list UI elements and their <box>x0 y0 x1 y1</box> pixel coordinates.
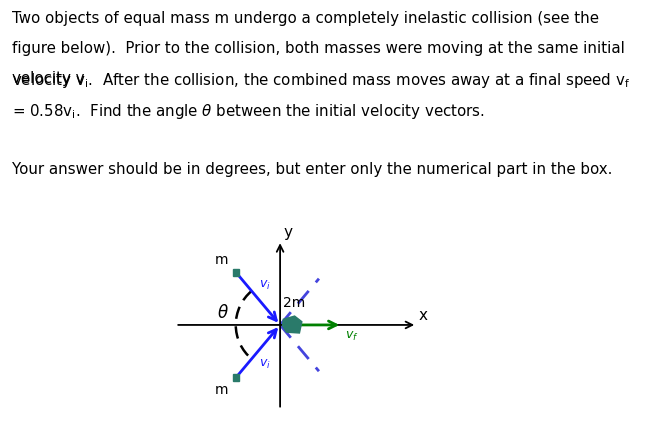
Text: $v_f$: $v_f$ <box>344 330 358 343</box>
Text: velocity v$_\mathrm{i}$.  After the collision, the combined mass moves away at a: velocity v$_\mathrm{i}$. After the colli… <box>12 71 630 90</box>
Text: $v_i$: $v_i$ <box>259 358 271 371</box>
Text: $v_i$: $v_i$ <box>259 279 271 292</box>
Text: m: m <box>215 253 228 267</box>
Text: y: y <box>283 225 292 240</box>
Text: velocity v: velocity v <box>12 71 84 87</box>
Text: Two objects of equal mass m undergo a completely inelastic collision (see the: Two objects of equal mass m undergo a co… <box>12 11 599 26</box>
Text: figure below).  Prior to the collision, both masses were moving at the same init: figure below). Prior to the collision, b… <box>12 41 624 56</box>
Polygon shape <box>283 316 302 333</box>
Polygon shape <box>233 269 240 276</box>
Text: x: x <box>419 308 428 322</box>
Text: = 0.58v$_\mathrm{i}$.  Find the angle $\theta$ between the initial velocity vect: = 0.58v$_\mathrm{i}$. Find the angle $\t… <box>12 102 484 121</box>
Text: 2m: 2m <box>283 296 305 311</box>
Text: m: m <box>215 383 228 397</box>
Text: Your answer should be in degrees, but enter only the numerical part in the box.: Your answer should be in degrees, but en… <box>12 162 612 178</box>
Text: $\theta$: $\theta$ <box>217 304 229 322</box>
Polygon shape <box>233 374 240 381</box>
